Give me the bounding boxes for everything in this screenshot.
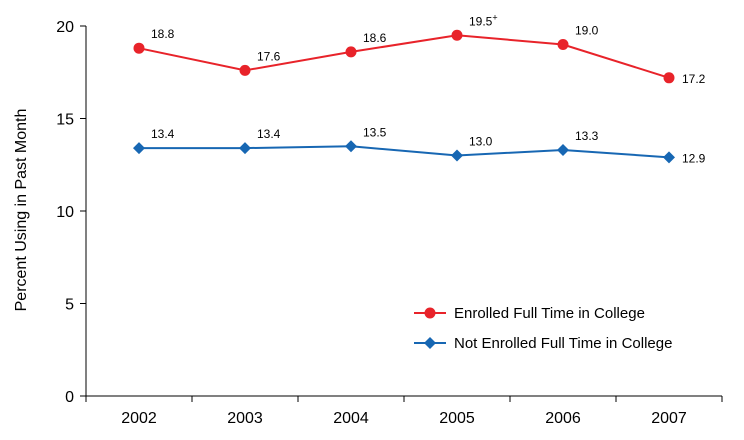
x-tick-label: 2003 xyxy=(227,410,263,427)
data-label: 17.2 xyxy=(682,72,706,86)
diamond-data-point xyxy=(239,142,251,155)
legend-marker xyxy=(424,307,436,319)
series-1: 18.8 17.6 18.6 19.5+ 19.0 17.2 xyxy=(133,12,706,86)
data-label: 13.5 xyxy=(363,125,387,139)
diamond-data-point xyxy=(345,140,357,153)
legend-label: Enrolled Full Time in College xyxy=(454,305,645,322)
series-line xyxy=(139,145,670,159)
y-tick-label: 20 xyxy=(56,19,74,36)
x-tick-label: 2006 xyxy=(545,410,581,427)
data-label: 13.3 xyxy=(575,129,599,143)
y-tick-label: 0 xyxy=(65,389,74,406)
circle-data-point xyxy=(239,64,251,76)
x-tick-label: 2004 xyxy=(333,410,369,427)
series-2: 13.4 13.4 13.5 13.0 13.3 12.9 xyxy=(133,125,706,165)
significance-marker: + xyxy=(492,12,497,22)
data-label: 19.5+ xyxy=(469,12,498,28)
series-layer: 18.817.618.619.5+19.017.213.4 13.4 13.513.… xyxy=(133,12,706,165)
series-line xyxy=(138,34,670,79)
diamond-data-point xyxy=(451,149,463,162)
x-tick-label: 2005 xyxy=(439,410,475,427)
y-tick-label: 15 xyxy=(56,112,74,129)
circle-data-point xyxy=(557,39,569,50)
data-label: 17.6 xyxy=(257,49,281,63)
data-label: 13.4 xyxy=(151,127,175,141)
data-label: 18.8 xyxy=(151,27,175,41)
data-label: 13.0 xyxy=(469,135,493,149)
circle-data-point xyxy=(451,29,463,41)
data-label: 13.4 xyxy=(257,127,281,141)
diamond-data-point xyxy=(557,143,569,156)
axes: 0 5 10 15 20 2002 2003 2004 2005 2006 2007 xyxy=(56,19,723,427)
legend: Enrolled Full Time in College Not Enrolle… xyxy=(414,305,672,352)
data-label: 12.9 xyxy=(682,151,706,165)
x-tick-label: 2002 xyxy=(121,410,157,427)
circle-data-point xyxy=(133,42,145,54)
legend-marker xyxy=(424,337,436,349)
y-axis-title: Percent Using in Past Month xyxy=(13,109,30,312)
legend-item-2: Not Enrolled Full Time in College xyxy=(414,335,672,352)
diamond-data-point xyxy=(133,142,145,155)
diamond-data-point xyxy=(663,151,675,164)
data-label: 19.0 xyxy=(575,24,599,38)
y-tick-label: 5 xyxy=(65,297,74,314)
legend-label: Not Enrolled Full Time in College xyxy=(454,335,672,352)
data-label: 18.6 xyxy=(363,31,387,45)
legend-item-1: Enrolled Full Time in College xyxy=(414,305,645,322)
circle-data-point xyxy=(663,72,675,84)
y-tick-label: 10 xyxy=(56,204,74,221)
circle-data-point xyxy=(345,46,357,58)
x-tick-label: 2007 xyxy=(651,410,687,427)
